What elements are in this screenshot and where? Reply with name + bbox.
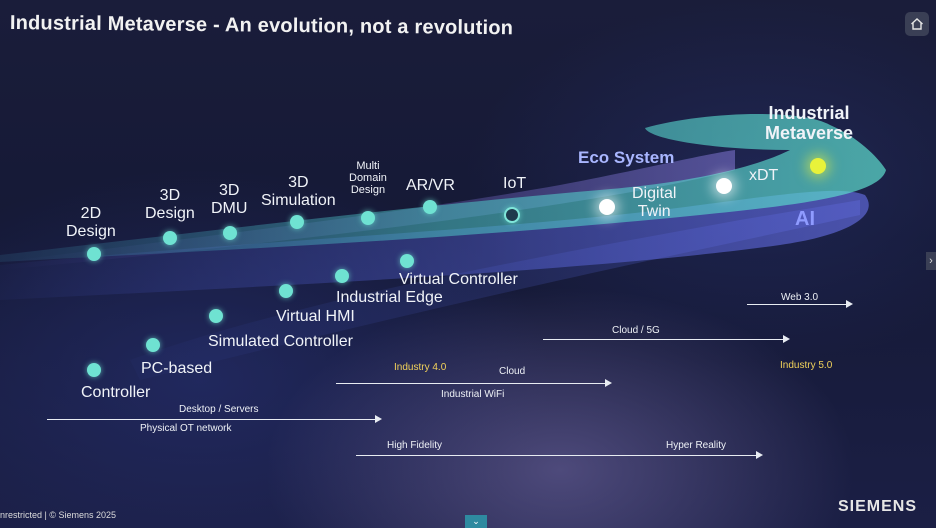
next-slide-button[interactable]: › — [926, 252, 936, 270]
home-icon — [911, 18, 923, 30]
arrow-desktop-servers — [47, 414, 382, 423]
teal-band — [0, 113, 886, 262]
siemens-logo: SIEMENS — [838, 498, 918, 515]
label-desktop-servers: Desktop / Servers — [179, 404, 259, 415]
milestone-arvr: AR/VR — [406, 177, 455, 194]
ai-label: AI — [795, 208, 815, 230]
milestone-digital-twin: Digital Twin — [632, 185, 677, 220]
dot-virtual-controller — [400, 254, 414, 268]
home-button[interactable] — [905, 12, 929, 36]
label-industry-50: Industry 5.0 — [780, 360, 833, 371]
label-physical-ot-network: Physical OT network — [140, 423, 232, 434]
milestone-virtual-controller: Virtual Controller — [399, 271, 518, 288]
dot-pc-based — [146, 338, 160, 352]
chevron-down-icon: ⌄ — [472, 516, 480, 526]
dot-simulated-controller — [209, 309, 223, 323]
dot-arvr — [423, 200, 437, 214]
arrow-cloud-5g — [543, 334, 790, 343]
dot-iot — [504, 207, 520, 223]
milestone-simulated-controller: Simulated Controller — [208, 333, 353, 350]
label-cloud: Cloud — [499, 366, 526, 377]
milestone-industrial-edge: Industrial Edge — [336, 289, 443, 306]
label-high-fidelity: High Fidelity — [387, 440, 443, 451]
label-industrial-wifi: Industrial WiFi — [441, 389, 505, 400]
dot-controller — [87, 363, 101, 377]
footer-copyright: nrestricted | © Siemens 2025 — [0, 510, 117, 520]
milestone-controller: Controller — [81, 384, 151, 401]
industrial-metaverse-label: Industrial Metaverse — [765, 103, 854, 143]
milestone-virtual-hmi: Virtual HMI — [276, 308, 355, 325]
dot-industrial-edge — [335, 269, 349, 283]
label-industry-40: Industry 4.0 — [394, 362, 447, 373]
label-cloud-5g: Cloud / 5G — [612, 325, 660, 336]
dot-industrial-metaverse — [810, 158, 826, 174]
milestone-xdt: xDT — [749, 167, 779, 184]
milestone-3d-dmu: 3D DMU — [211, 182, 248, 217]
label-hyper-reality: Hyper Reality — [666, 440, 727, 451]
chevron-right-icon: › — [929, 255, 933, 267]
label-web30: Web 3.0 — [781, 292, 819, 303]
dot-3d-simulation — [290, 215, 304, 229]
eco-system-label: Eco System — [578, 148, 675, 167]
milestone-3d-design: 3D Design — [145, 187, 195, 222]
dot-digital-twin — [599, 199, 615, 215]
arrow-industrial-wifi — [336, 378, 612, 387]
dot-multi-domain-design — [361, 211, 375, 225]
milestone-iot: IoT — [503, 175, 527, 192]
dot-3d-dmu — [223, 226, 237, 240]
dot-xdt — [716, 178, 732, 194]
slide-menu-button[interactable]: ⌄ — [465, 515, 487, 528]
milestone-2d-design: 2D Design — [66, 205, 116, 240]
arrow-high-fidelity — [356, 450, 763, 459]
dot-virtual-hmi — [279, 284, 293, 298]
milestone-3d-simulation: 3D Simulation — [261, 174, 336, 209]
arrow-web30 — [747, 299, 853, 308]
dot-3d-design — [163, 231, 177, 245]
milestone-pc-based: PC-based — [141, 360, 213, 377]
milestone-multi-domain-design: Multi Domain Design — [349, 160, 387, 197]
dot-2d-design — [87, 247, 101, 261]
